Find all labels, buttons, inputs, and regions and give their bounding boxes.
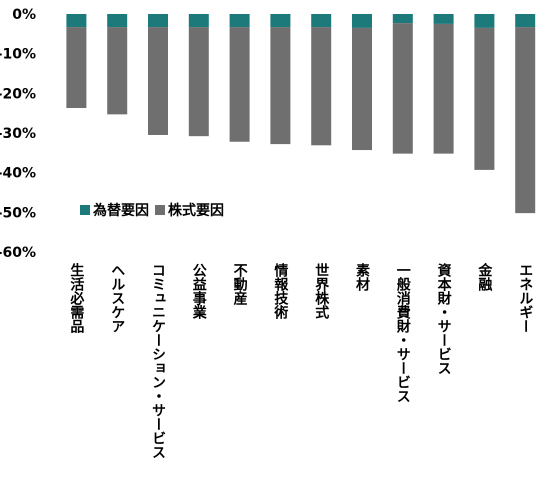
legend-label-equity: 株式要因 xyxy=(168,202,224,219)
bar-equity-factor xyxy=(515,27,536,214)
legend-swatch-fx xyxy=(80,205,90,215)
bar-fx-factor xyxy=(392,14,413,24)
legend-swatch-equity xyxy=(155,205,165,215)
bar-equity-factor xyxy=(66,27,87,109)
bar-fx-factor xyxy=(229,14,250,28)
category-label: ヘルスケア xyxy=(109,263,125,333)
category-label: 不動産 xyxy=(232,263,248,306)
bar-equity-factor xyxy=(392,23,413,154)
y-axis: 0% -10% -20% -30% -40% -50% -60% xyxy=(0,7,36,261)
y-tick-label: -30% xyxy=(0,126,36,142)
bar-equity-factor xyxy=(107,27,128,115)
category-label: 一般消費財・サービス xyxy=(395,263,412,403)
bar-equity-factor xyxy=(433,23,454,154)
bar-fx-factor xyxy=(433,14,454,24)
category-label: 資本財・サービス xyxy=(436,262,453,375)
category-label: 情報技術 xyxy=(272,262,289,320)
category-label: 金融 xyxy=(476,262,493,292)
y-tick-label: -60% xyxy=(0,245,36,261)
category-label: 公益事業 xyxy=(191,263,208,320)
y-tick-label: -40% xyxy=(0,166,36,182)
bar-fx-factor xyxy=(352,14,372,28)
category-label: 生活必需品 xyxy=(68,262,85,334)
bar-fx-factor xyxy=(66,14,87,28)
bar-fx-factor xyxy=(515,14,536,28)
legend-label-fx: 為替要因 xyxy=(92,202,149,219)
y-tick-label: -50% xyxy=(0,205,36,221)
bar-equity-factor xyxy=(311,27,332,146)
bar-equity-factor xyxy=(188,27,209,137)
bar-equity-factor xyxy=(148,27,168,135)
bar-fx-factor xyxy=(311,14,332,28)
bar-equity-factor xyxy=(229,27,250,142)
y-tick-label: -20% xyxy=(0,86,36,102)
bar-fx-factor xyxy=(188,14,209,28)
bar-fx-factor xyxy=(148,14,168,28)
y-tick-label: 0% xyxy=(12,7,36,23)
bar-equity-factor xyxy=(352,27,372,151)
category-label: 世界株式 xyxy=(313,262,329,320)
legend: 為替要因 株式要因 xyxy=(80,202,224,219)
bar-fx-factor xyxy=(107,14,128,28)
y-tick-label: -10% xyxy=(0,47,36,63)
x-axis-labels: 生活必需品 ヘルスケア コミュニケーション・サービス 公益事業 不動産 情報技術 世界株式 素… xyxy=(68,262,533,459)
bar-equity-factor xyxy=(270,27,291,145)
bar-fx-factor xyxy=(270,14,291,28)
category-label: コミュニケーション・サービス xyxy=(150,263,166,459)
bars-group xyxy=(66,14,536,214)
bar-fx-factor xyxy=(474,14,495,28)
bar-equity-factor xyxy=(474,27,495,170)
category-label: エネルギー xyxy=(517,263,533,333)
category-label: 素材 xyxy=(354,262,370,292)
